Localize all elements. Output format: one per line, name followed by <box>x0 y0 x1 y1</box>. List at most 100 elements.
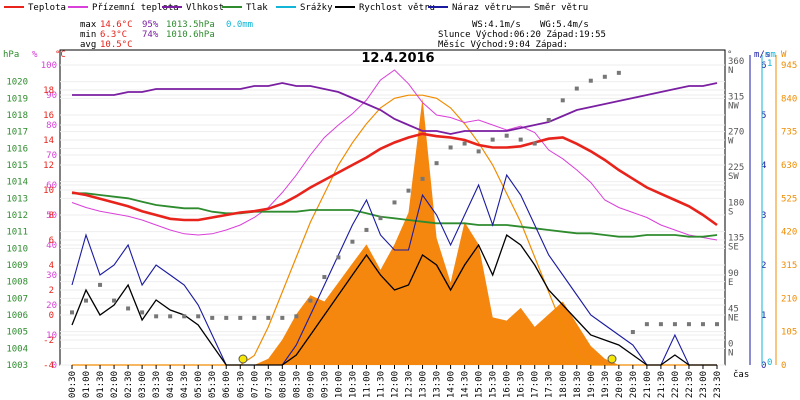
legend-label-7: Směr větru <box>534 3 588 13</box>
tick-wm2-8: 840 <box>781 94 797 104</box>
x-tick-label-22: 11:30 <box>376 371 386 398</box>
tick-celsius-1: -2 <box>43 336 54 346</box>
x-tick-label-31: 16:00 <box>503 371 513 398</box>
series-wind-gust <box>71 173 717 366</box>
stat-min-temp: 6.3°C <box>100 30 127 40</box>
x-tick-label-38: 19:30 <box>601 371 611 398</box>
legend-label-1: Přízemní teplota <box>92 3 179 13</box>
tick-wm2-0: 0 <box>781 361 786 371</box>
wind-dir-point-27 <box>448 145 453 150</box>
tick-ms-0: 0 <box>761 361 766 371</box>
legend-swatch-6 <box>428 6 448 8</box>
tick-ms-6: 6 <box>761 61 766 71</box>
stat-max-rain: 0.0mm <box>226 20 253 30</box>
wind-dir-point-28 <box>462 141 467 146</box>
wind-dir-point-41 <box>644 322 649 327</box>
x-tick-label-42: 21:30 <box>657 371 667 398</box>
wind-dir-point-37 <box>588 78 593 83</box>
axis-label-hpa: hPa <box>3 50 19 60</box>
axis-label-celsius: °C <box>55 50 66 60</box>
wind-dir-point-30 <box>490 137 495 142</box>
x-tick-label-8: 04:30 <box>180 371 190 398</box>
wind-dir-point-32 <box>518 137 523 142</box>
x-tick-label-21: 11:00 <box>362 371 372 398</box>
tick-celsius-4: 4 <box>49 261 54 271</box>
wind-dir-point-42 <box>658 322 663 327</box>
wind-dir-point-10 <box>210 315 215 320</box>
wind-dir-point-25 <box>420 176 425 181</box>
tick-hpa-15: 1018 <box>6 111 28 121</box>
x-tick-label-28: 14:30 <box>461 371 471 398</box>
wind-dir-point-35 <box>560 98 565 103</box>
tick-direction-deg-5: 225 <box>728 163 744 173</box>
tick-celsius-8: 12 <box>43 161 54 171</box>
x-tick-label-16: 08:30 <box>292 371 302 398</box>
x-tick-label-43: 22:00 <box>671 371 681 398</box>
x-tick-label-18: 09:30 <box>320 371 330 398</box>
tick-direction-deg-7: 315 <box>728 92 744 102</box>
tick-direction-deg-4: 180 <box>728 198 744 208</box>
tick-hpa-5: 1008 <box>6 278 28 288</box>
legend-swatch-2 <box>162 6 182 8</box>
wind-dir-point-39 <box>616 70 621 75</box>
legend-label-6: Náraz větru <box>452 3 512 13</box>
x-tick-label-30: 15:30 <box>489 371 499 398</box>
x-tick-label-2: 01:30 <box>96 371 106 398</box>
wind-dir-point-5 <box>140 310 145 315</box>
wind-dir-point-19 <box>336 255 341 260</box>
tick-mm-1: 1 <box>767 59 772 69</box>
tick-percent-2: 20 <box>46 301 57 311</box>
sunset-marker <box>607 354 617 364</box>
tick-direction-dir-7: NW <box>728 101 739 111</box>
tick-direction-deg-6: 270 <box>728 128 744 138</box>
stat-wind-speed: WS:4.1m/s <box>472 20 521 30</box>
axis-label-mm: mm <box>765 50 776 60</box>
series-humidity <box>72 82 718 135</box>
x-tick-label-33: 17:00 <box>531 371 541 398</box>
stat-moon: Měsíc Východ:9:04 Západ: <box>438 40 568 50</box>
tick-hpa-7: 1010 <box>6 244 28 254</box>
x-tick-label-23: 12:00 <box>391 371 401 398</box>
tick-hpa-0: 1003 <box>6 361 28 371</box>
tick-hpa-14: 1017 <box>6 128 28 138</box>
legend-swatch-4 <box>276 6 296 8</box>
x-tick-label-10: 05:30 <box>208 371 218 398</box>
tick-hpa-2: 1005 <box>6 328 28 338</box>
tick-hpa-4: 1007 <box>6 294 28 304</box>
wind-dir-point-0 <box>70 310 74 315</box>
axis-label-percent: % <box>32 50 38 60</box>
tick-celsius-6: 8 <box>49 211 54 221</box>
sunrise-marker <box>238 354 248 364</box>
wind-dir-point-38 <box>602 74 607 79</box>
tick-wm2-3: 315 <box>781 261 797 271</box>
series-ground-temp <box>71 69 718 241</box>
legend-swatch-3 <box>222 6 242 8</box>
tick-ms-2: 2 <box>761 261 766 271</box>
wind-dir-point-3 <box>112 298 117 303</box>
tick-celsius-10: 16 <box>43 111 54 121</box>
legend-label-4: Srážky <box>300 3 333 13</box>
tick-percent-1: 10 <box>46 331 57 341</box>
tick-direction-dir-6: W <box>728 137 734 147</box>
legend-swatch-5 <box>335 6 355 8</box>
x-tick-label-3: 02:00 <box>110 371 120 398</box>
legend-label-2: Vlhkost <box>186 3 224 13</box>
wind-dir-point-18 <box>322 275 327 280</box>
tick-direction-dir-1: NE <box>728 313 739 323</box>
tick-mm-0: 0 <box>767 358 772 368</box>
stat-max-press: 1013.5hPa <box>166 20 215 30</box>
x-tick-label-12: 06:30 <box>236 371 246 398</box>
x-tick-label-37: 19:00 <box>587 371 597 398</box>
tick-wm2-4: 420 <box>781 228 797 238</box>
x-tick-label-6: 03:30 <box>152 371 162 398</box>
tick-direction-deg-8: 360 <box>728 57 744 67</box>
legend-label-3: Tlak <box>246 3 268 13</box>
tick-direction-dir-2: E <box>728 278 733 288</box>
tick-hpa-9: 1012 <box>6 211 28 221</box>
x-tick-label-5: 03:00 <box>138 371 148 398</box>
tick-percent-3: 30 <box>46 271 57 281</box>
x-tick-label-36: 18:30 <box>573 371 583 398</box>
tick-celsius-9: 14 <box>43 136 54 146</box>
tick-wm2-7: 735 <box>781 128 797 138</box>
